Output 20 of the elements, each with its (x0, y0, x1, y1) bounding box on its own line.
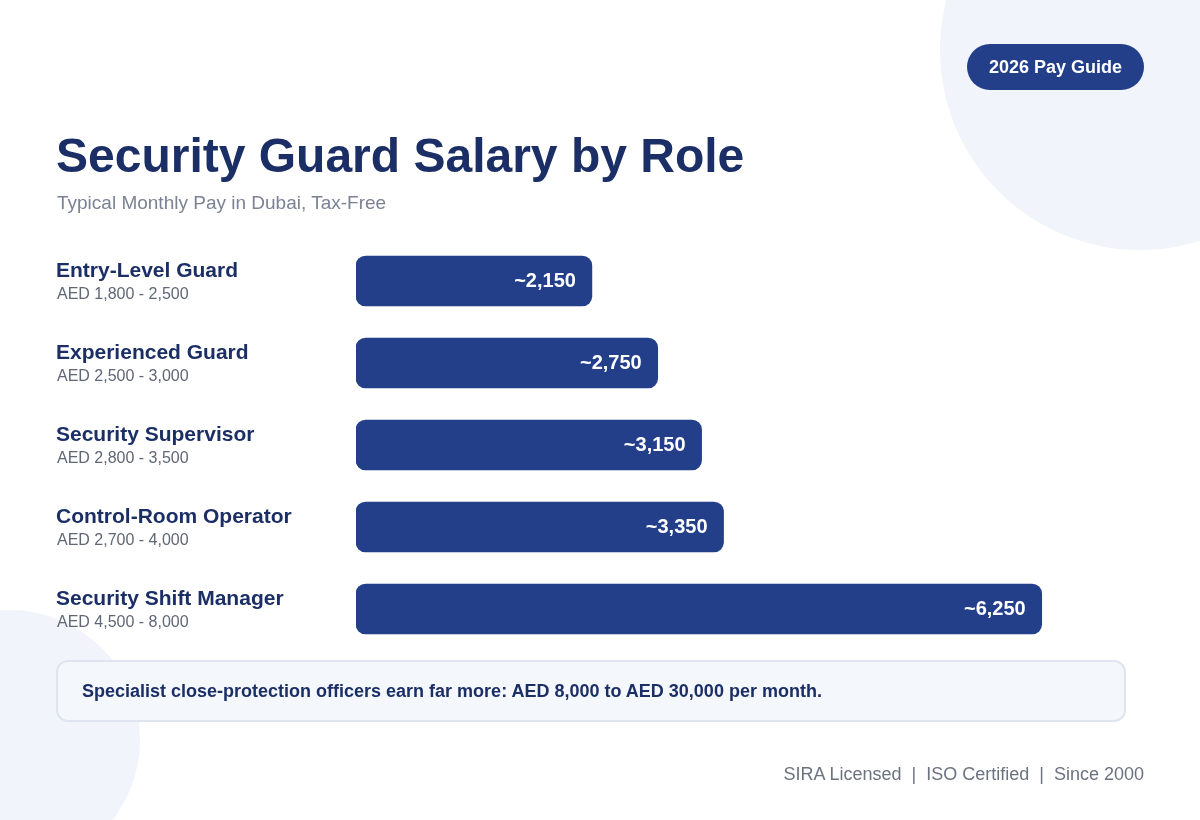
chart-subtitle: Typical Monthly Pay in Dubai, Tax-Free (57, 192, 387, 214)
bar (356, 419, 702, 471)
y-tick-label: Control-Room Operator AED 2,700 - 4,000 (56, 504, 292, 548)
y-tick-label: Experienced Guard AED 2,500 - 3,000 (56, 340, 249, 384)
bar (356, 255, 593, 307)
y-tick-label: Security Shift Manager AED 4,500 - 8,000 (56, 586, 284, 630)
chart-title: Security Guard Salary by Role (56, 128, 745, 183)
data-label: ~3,350 (645, 514, 708, 537)
y-tick-label: Entry-Level Guard AED 1,800 - 2,500 (56, 258, 239, 302)
text: SIRA Licensed | ISO Certified | Since 2000 (783, 764, 1144, 785)
text: 2026 Pay Guide (966, 44, 1144, 90)
text: Specialist close-protection officers earn far more: AED 8,000 to AED 30,000 per month. (56, 660, 1126, 722)
y-tick-label: Security Supervisor AED 2,800 - 3,500 (56, 422, 255, 466)
data-label: ~3,150 (623, 432, 686, 455)
data-label: ~6,250 (963, 596, 1026, 619)
bar (356, 501, 724, 553)
data-label: ~2,750 (579, 350, 642, 373)
data-label: ~2,150 (514, 268, 576, 291)
bar (356, 583, 1043, 635)
bar (356, 337, 659, 389)
